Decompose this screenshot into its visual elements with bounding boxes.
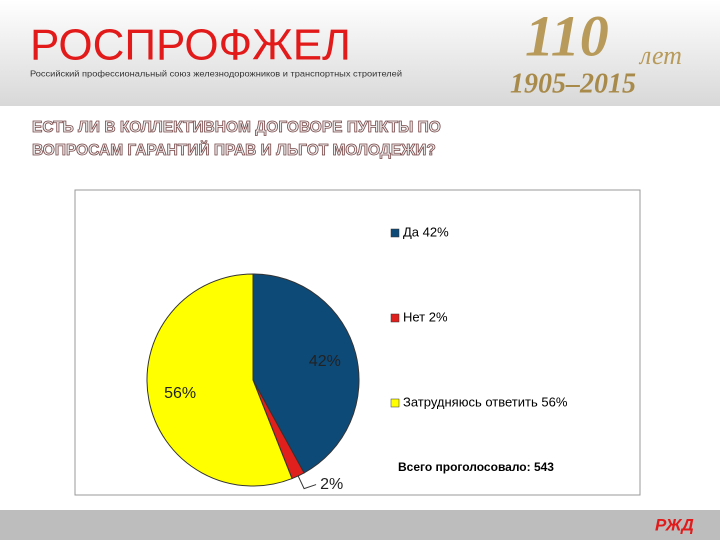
logo-years: 1905–2015 <box>510 68 636 99</box>
annotation: Всего проголосовало: 543 <box>398 460 554 474</box>
legend-swatch <box>390 313 400 323</box>
chart-title: ЕСТЬ ЛИ В КОЛЛЕКТИВНОМ ДОГОВОРЕ ПУНКТЫ П… <box>32 119 441 136</box>
data-label: 2% <box>320 476 343 493</box>
leader-line <box>297 475 317 490</box>
logo-number: 110 <box>525 3 609 68</box>
brand-subtitle: Российский профессиональный союз железно… <box>30 68 402 78</box>
logo-word: лет <box>638 41 682 70</box>
legend-label: Нет 2% <box>403 309 448 324</box>
plot: 42% 2% 56% Да 42% Нет 2% Затрудняюсь ответить… <box>146 224 568 493</box>
legend-label: Да 42% <box>403 224 449 239</box>
legend-label: Затрудняюсь ответить 56% <box>403 394 568 409</box>
data-label: 56% <box>164 385 196 402</box>
header-band <box>0 0 720 106</box>
footer-logo: РЖД <box>655 515 694 534</box>
chart-title: ВОПРОСАМ ГАРАНТИЙ ПРАВ И ЛЬГОТ МОЛОДЕЖИ? <box>32 141 436 159</box>
legend-swatch <box>390 228 400 238</box>
legend-swatch <box>390 398 400 408</box>
brand: РОСПРОФЖЕЛ <box>30 21 351 70</box>
footer-band <box>0 510 720 540</box>
pie-slice <box>146 273 293 487</box>
data-label: 42% <box>309 353 341 370</box>
pie-slice <box>252 273 360 474</box>
